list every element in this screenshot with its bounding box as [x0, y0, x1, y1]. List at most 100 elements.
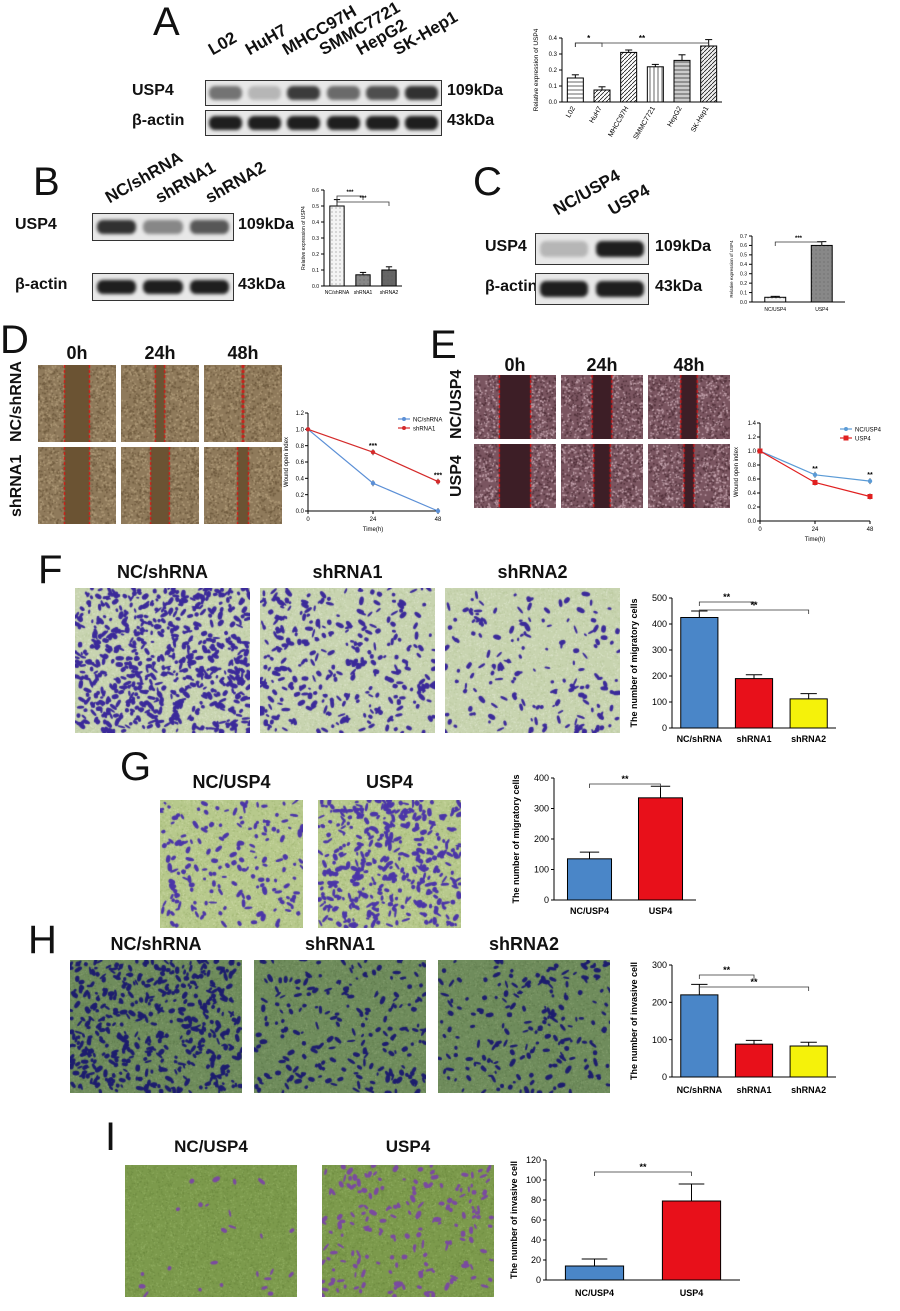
data-point	[435, 508, 441, 514]
y-tick-label: 1.2	[296, 411, 305, 417]
panel-label-f: F	[38, 548, 63, 592]
group-header: shRNA2	[497, 562, 568, 582]
wound-micrograph	[648, 375, 730, 439]
y-tick-label: 0.2	[549, 68, 558, 74]
y-tick-label: 0.8	[748, 463, 757, 469]
y-tick-label: 0.8	[296, 444, 305, 450]
y-tick-label: 120	[526, 1155, 541, 1165]
significance-label: ***	[359, 196, 367, 202]
y-tick-label: 0.6	[296, 460, 305, 466]
bar	[661, 1200, 722, 1281]
x-tick-label: shRNA1	[736, 734, 771, 744]
bar-chart-b: 0.0 0.1 0.2 0.3 0.4 0.5 0.6 Relative expression…	[301, 188, 402, 296]
row-label: β-actin	[485, 278, 538, 295]
wound-micrograph	[38, 365, 116, 442]
blot-band	[365, 116, 399, 130]
y-axis-label: The number of migratory cells	[629, 598, 639, 727]
wound-micrograph	[204, 365, 282, 442]
y-tick-label: 0.0	[296, 509, 305, 515]
group-header: USP4	[365, 772, 414, 792]
western-blot-c: NC/USP4 USP4 USP4 109kDa β-actin 43kDa	[470, 160, 730, 310]
transwell-grid-g: NC/USP4 USP4	[160, 770, 480, 928]
panel-label-d: D	[0, 318, 29, 362]
y-tick-label: 1.4	[748, 421, 757, 427]
wound-micrograph	[561, 375, 643, 439]
wound-micrograph	[204, 447, 282, 524]
legend-marker	[402, 417, 406, 421]
significance-label: ***	[434, 473, 442, 480]
x-tick-label: NC/USP4	[575, 1288, 614, 1298]
row-label: β-actin	[132, 112, 185, 129]
transwell-micrograph	[438, 960, 610, 1093]
significance-label: **	[723, 965, 731, 975]
significance-label: **	[750, 977, 758, 987]
y-tick-label: 0.3	[549, 52, 558, 58]
y-tick-label: 300	[652, 960, 667, 970]
significance-bracket	[698, 609, 810, 614]
group-header: USP4	[385, 1137, 431, 1156]
blot-band	[326, 116, 360, 130]
x-tick-label: SMMC7721	[633, 105, 658, 141]
legend-marker	[843, 435, 849, 441]
y-tick-label: 0.2	[740, 281, 747, 287]
group-header: NC/USP4	[192, 772, 271, 792]
significance-bracket	[336, 201, 390, 206]
significance-label: *	[587, 34, 591, 43]
y-tick-label: 100	[652, 1035, 667, 1045]
group-header: NC/USP4	[174, 1137, 248, 1156]
significance-bracket	[698, 974, 755, 979]
group-header: shRNA1	[312, 562, 383, 582]
kda-label: 43kDa	[447, 112, 495, 129]
blot-band	[540, 240, 588, 258]
x-tick-label: shRNA2	[791, 1085, 826, 1095]
group-header: NC/shRNA	[116, 562, 208, 582]
y-tick-label: 0	[662, 723, 667, 733]
x-tick-label: shRNA2	[380, 290, 399, 296]
kda-label: 109kDa	[238, 216, 295, 233]
y-tick-label: 0	[536, 1275, 541, 1285]
y-tick-label: 300	[652, 645, 667, 655]
blot-band	[287, 86, 321, 100]
significance-bracket	[698, 601, 755, 606]
y-tick-label: 60	[531, 1215, 541, 1225]
x-tick-label: L02	[565, 105, 577, 119]
transwell-micrograph	[160, 800, 303, 928]
y-tick-label: 200	[534, 834, 549, 844]
x-tick-label: MHCC97H	[607, 105, 630, 138]
western-blot-a: L02 HuH7 MHCC97H SMMC7721 HepG2 SK-Hep1 USP4 10…	[0, 0, 520, 150]
legend-label: NC/USP4	[855, 428, 882, 434]
series-line	[307, 428, 439, 483]
bar	[593, 89, 611, 103]
legend-marker	[402, 426, 406, 430]
y-tick-label: 1.2	[748, 435, 757, 441]
y-axis-label: Relative expression of USP4	[729, 240, 734, 298]
y-tick-label: 0.2	[312, 252, 319, 258]
bar-chart-i: 0 20 40 60 80 100 120 The number of invasive ce…	[509, 1155, 740, 1298]
blot-strip	[205, 80, 442, 106]
time-header: 24h	[144, 343, 176, 363]
blot-band	[596, 280, 644, 298]
data-point	[757, 448, 763, 454]
y-tick-label: 0.4	[549, 36, 558, 42]
y-tick-label: 0.3	[312, 236, 319, 242]
y-tick-label: 0.7	[740, 234, 747, 240]
y-tick-label: 0.0	[549, 100, 558, 106]
blot-band	[248, 116, 282, 130]
significance-label: **	[639, 1162, 647, 1172]
bar-chart-c: 0.0 0.1 0.2 0.3 0.4 0.5 0.6 0.7 Relative express…	[729, 234, 845, 313]
y-tick-label: 0.5	[740, 253, 747, 259]
wound-grid-e: 0h 24h 48h NC/USP4 USP4	[440, 355, 740, 525]
wound-micrograph	[121, 365, 199, 442]
transwell-micrograph	[318, 800, 461, 928]
bar	[680, 994, 719, 1078]
significance-label: **	[750, 600, 758, 610]
transwell-grid-f: NC/shRNA shRNA1 shRNA2	[70, 560, 630, 740]
y-tick-label: 400	[534, 773, 549, 783]
blot-strip	[535, 233, 649, 265]
row-label: USP4	[448, 455, 465, 497]
transwell-grid-h: NC/shRNA shRNA1 shRNA2	[70, 932, 630, 1097]
x-axis-label: Time(h)	[363, 527, 383, 533]
y-tick-label: 0.1	[312, 268, 319, 274]
y-tick-label: 400	[652, 619, 667, 629]
wound-micrograph	[561, 444, 643, 508]
